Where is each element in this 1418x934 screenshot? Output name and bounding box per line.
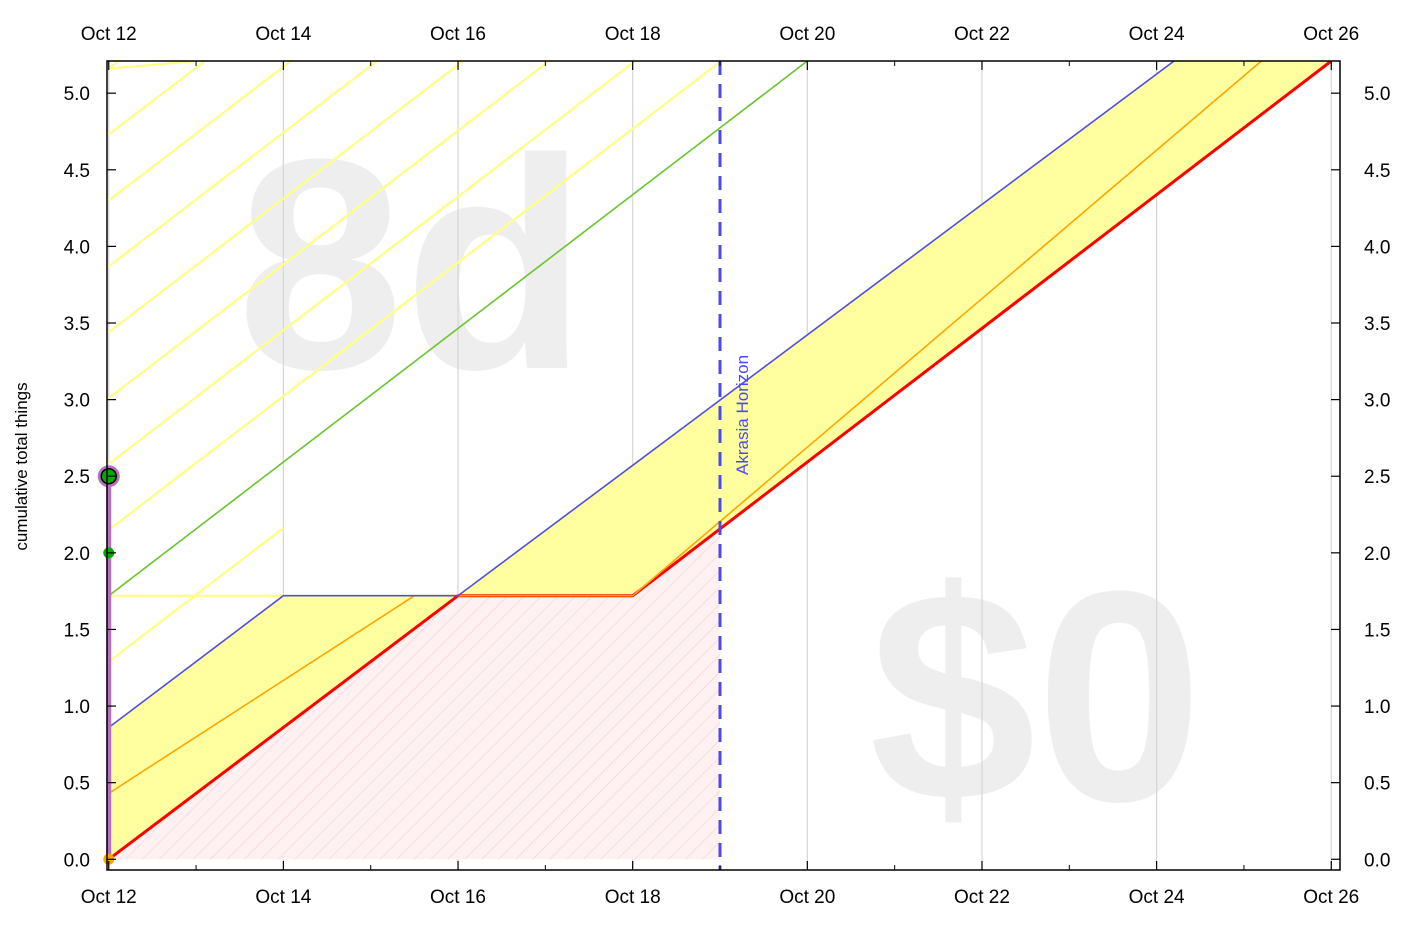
y-tick-label-left: 3.0 [64, 391, 90, 412]
plot-frame [106, 60, 1341, 871]
y-tick-label-right: 0.0 [1364, 850, 1390, 871]
x-tick-label-top: Oct 22 [954, 24, 1010, 45]
y-tick-label-left: 4.5 [64, 161, 90, 182]
x-tick-label-bottom: Oct 20 [779, 887, 835, 908]
yellow-guide-line [108, 61, 465, 334]
pledge-watermark: $0 [869, 528, 1203, 864]
x-tick-label-top: Oct 20 [779, 24, 835, 45]
x-tick-label-bottom: Oct 14 [255, 887, 311, 908]
y-tick-label-right: 4.5 [1364, 161, 1390, 182]
y-tick-label-right: 4.0 [1364, 237, 1390, 258]
x-tick-label-top: Oct 26 [1303, 24, 1359, 45]
yellow-guide-line [108, 61, 379, 268]
y-tick-label-right: 2.5 [1364, 467, 1390, 488]
yellow-guide-line [108, 61, 724, 531]
y-axis-title: cumulative total things [12, 382, 31, 550]
y-tick-label-right: 1.5 [1364, 620, 1390, 641]
y-tick-label-left: 0.5 [64, 774, 90, 795]
akrasia-horizon: Akrasia Horizon [718, 61, 752, 870]
yellow-guide-line [108, 61, 551, 399]
y-tick-label-left: 2.5 [64, 467, 90, 488]
x-tick-label-top: Oct 24 [1129, 24, 1185, 45]
y-tick-label-right: 3.5 [1364, 314, 1390, 335]
x-tick-label-top: Oct 16 [430, 24, 486, 45]
x-tick-label-top: Oct 12 [81, 24, 137, 45]
series-line-2 [108, 61, 1175, 729]
x-tick-label-bottom: Oct 12 [81, 887, 137, 908]
watermark-layer: 8d $0 [237, 96, 1203, 864]
y-tick-label-left: 5.0 [64, 84, 90, 105]
yellow-guide-line [108, 61, 197, 70]
x-tick-label-bottom: Oct 26 [1303, 887, 1359, 908]
y-tick-label-right: 5.0 [1364, 84, 1390, 105]
axes: Oct 12 Oct 12 Oct 14 Oct 14 Oct 16 Oct 16 Oct … [64, 24, 1391, 908]
y-tick-label-left: 3.5 [64, 314, 90, 335]
series-line-1 [108, 61, 1262, 795]
yellow-guide-line [108, 61, 637, 465]
y-tick-label-left: 0.0 [64, 850, 90, 871]
y-tick-label-left: 1.0 [64, 697, 90, 718]
x-tick-label-bottom: Oct 24 [1129, 887, 1185, 908]
y-tick-label-left: 1.5 [64, 620, 90, 641]
yellow-guide-line [109, 0, 1349, 3]
pink-hatch [108, 528, 721, 860]
y-tick-label-left: 4.0 [64, 237, 90, 258]
akrasia-horizon-label: Akrasia Horizon [733, 355, 752, 475]
y-tick-label-right: 3.0 [1364, 391, 1390, 412]
y-tick-label-right: 2.0 [1364, 544, 1390, 565]
y-tick-label-right: 1.0 [1364, 697, 1390, 718]
x-tick-label-bottom: Oct 22 [954, 887, 1010, 908]
x-tick-label-top: Oct 18 [605, 24, 661, 45]
series-line-3 [108, 61, 808, 597]
x-tick-label-bottom: Oct 18 [605, 887, 661, 908]
x-tick-label-bottom: Oct 16 [430, 887, 486, 908]
y-tick-label-right: 0.5 [1364, 774, 1390, 795]
x-tick-label-top: Oct 14 [255, 24, 311, 45]
days-left-watermark: 8d [237, 96, 587, 432]
y-tick-label-left: 2.0 [64, 544, 90, 565]
